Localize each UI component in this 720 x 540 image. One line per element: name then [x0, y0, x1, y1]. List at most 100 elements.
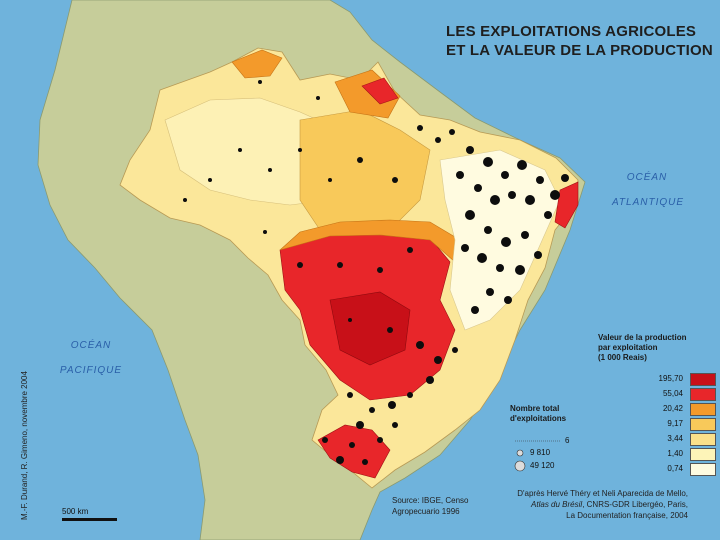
attribution-line1: D'après Hervé Théry et Neli Aparecida de… [517, 489, 688, 498]
dot [461, 244, 469, 252]
dot [515, 265, 525, 275]
legend-class-3: 20,42 [598, 403, 716, 416]
legend-count-value-small: 6 [565, 436, 570, 445]
scale-bar: 500 km [62, 507, 117, 521]
dot [508, 191, 516, 199]
ocean-label-atlantic-line2: ATLANTIQUE [612, 197, 685, 208]
dot [465, 210, 475, 220]
legend-value-title: Valeur de la production par exploitation… [598, 333, 713, 363]
dot [550, 190, 560, 200]
dot [501, 171, 509, 179]
legend-count-value-large: 49 120 [530, 461, 555, 470]
source-note: Source: IBGE, Censo Agropecuario 1996 [392, 495, 468, 517]
dot [357, 157, 363, 163]
dot [490, 195, 500, 205]
legend-class-swatch [690, 448, 716, 461]
ocean-label-pacific-line1: OCÉAN [70, 340, 112, 351]
map-title-line2: ET LA VALEUR DE LA PRODUCTION [446, 42, 713, 59]
legend-value-title-line3: (1 000 Reais) [598, 353, 647, 362]
dot [407, 392, 413, 398]
dot [504, 296, 512, 304]
dot [521, 231, 529, 239]
dot [471, 306, 479, 314]
dot [349, 442, 355, 448]
dot [466, 146, 474, 154]
dot [486, 288, 494, 296]
dot [544, 211, 552, 219]
legend-class-2: 55,04 [598, 388, 716, 401]
scale-bar-label: 500 km [62, 507, 89, 516]
dot [356, 421, 364, 429]
dot [297, 262, 303, 268]
region-north-red-1 [361, 77, 399, 105]
legend-class-label: 9,17 [667, 419, 683, 428]
ocean-label-pacific-line2: PACIFIQUE [59, 365, 123, 376]
dot [328, 178, 332, 182]
legend-class-label: 3,44 [667, 434, 683, 443]
legend-class-1: 195,70 [598, 373, 716, 386]
dot [456, 171, 464, 179]
dot [369, 407, 375, 413]
dot [534, 251, 542, 259]
dot [347, 392, 353, 398]
legend-class-5: 3,44 [598, 433, 716, 446]
dot [183, 198, 187, 202]
ocean-label-atlantic: OCÉAN ATLANTIQUE [612, 172, 685, 208]
dot [336, 456, 344, 464]
map-title: LES EXPLOITATIONS AGRICOLES ET LA VALEUR… [446, 22, 716, 60]
legend-count-title: Nombre total d'exploitations [510, 404, 590, 424]
dot [452, 347, 458, 353]
legend-class-4: 9,17 [598, 418, 716, 431]
dot [392, 422, 398, 428]
ocean-label-atlantic-line1: OCÉAN [626, 172, 668, 183]
legend-count-circle-large [514, 460, 526, 472]
dot [474, 184, 482, 192]
dot [238, 148, 242, 152]
region-north-orange-2 [231, 49, 283, 79]
legend-count-value-medium: 9 810 [530, 448, 551, 457]
legend-count-symbols [514, 440, 560, 472]
region-south-red [317, 424, 391, 479]
dot [407, 247, 413, 253]
dot [435, 137, 441, 143]
legend-class-swatch [690, 373, 716, 386]
dot [417, 125, 423, 131]
ocean-label-pacific: OCÉAN PACIFIQUE [56, 340, 126, 376]
attribution-line2-rest: , CNRS-GDR Libergéo, Paris, [582, 500, 688, 509]
dot [561, 174, 569, 182]
dot [348, 318, 352, 322]
dot [377, 267, 383, 273]
dot [208, 178, 212, 182]
legend-class-label: 1,40 [667, 449, 683, 458]
legend-class-swatch [690, 418, 716, 431]
scale-bar-line [62, 518, 117, 521]
legend-class-label: 0,74 [667, 464, 683, 473]
dot [517, 160, 527, 170]
dot [337, 262, 343, 268]
dot [426, 376, 434, 384]
attribution-atlas-title: Atlas du Brésil [531, 500, 583, 509]
dot [416, 341, 424, 349]
source-line2: Agropecuario 1996 [392, 507, 460, 516]
legend-value-title-line1: Valeur de la production [598, 333, 687, 342]
dot [434, 356, 442, 364]
attribution: D'après Hervé Théry et Neli Aparecida de… [470, 488, 688, 521]
dot [362, 459, 368, 465]
exploitation-dots [183, 80, 569, 465]
attribution-line3: La Documentation française, 2004 [566, 511, 688, 520]
dot [316, 96, 320, 100]
dot [525, 195, 535, 205]
legend-class-swatch [690, 388, 716, 401]
legend-class-label: 55,04 [662, 389, 683, 398]
legend-class-swatch [690, 403, 716, 416]
legend-class-swatch [690, 463, 716, 476]
dot [388, 401, 396, 409]
dot [483, 157, 493, 167]
legend-class-swatch [690, 433, 716, 446]
legend-count-title-line1: Nombre total [510, 404, 560, 413]
map-title-line1: LES EXPLOITATIONS AGRICOLES [446, 23, 697, 40]
dot [484, 226, 492, 234]
dot [536, 176, 544, 184]
